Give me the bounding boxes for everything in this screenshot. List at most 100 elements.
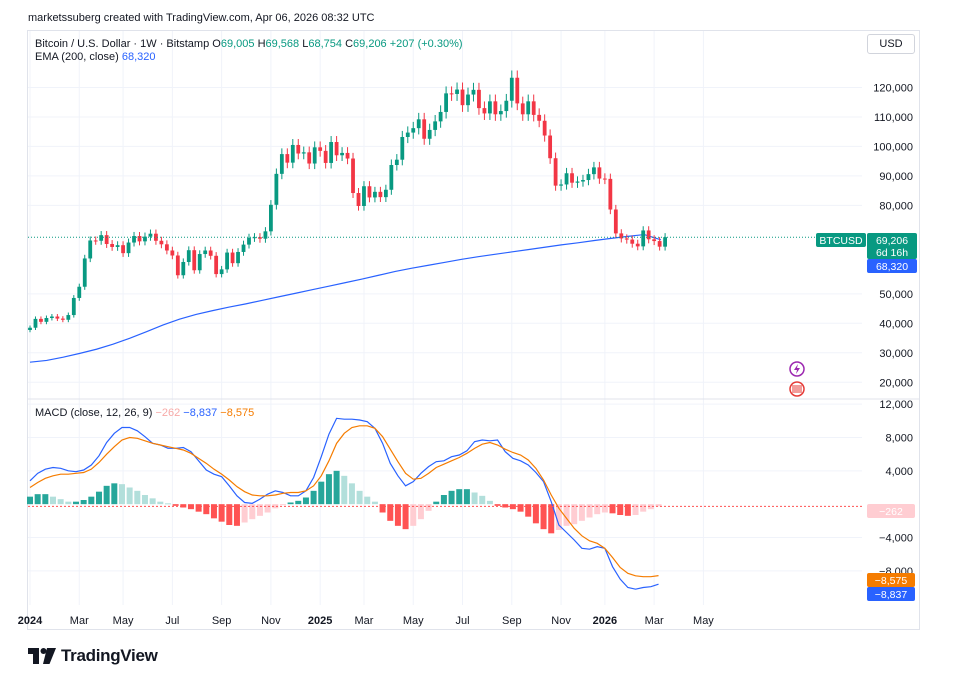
time-tick-label: Jul: [455, 615, 469, 627]
candle-body: [219, 269, 224, 275]
time-tick-label: Mar: [354, 615, 373, 627]
currency-button[interactable]: USD: [867, 34, 915, 54]
lightning-glyph: [794, 364, 800, 374]
candle-body: [504, 100, 509, 112]
candle-body: [33, 318, 38, 328]
macd-tick-label: 12,000: [879, 399, 913, 411]
candle-body: [28, 327, 32, 330]
close-key: C: [345, 38, 354, 50]
time-tick-label: Nov: [551, 615, 571, 627]
open-value: 69,005: [220, 38, 255, 50]
macd-price-label: −8,837: [875, 589, 908, 601]
last-price-label: 69,206: [876, 235, 908, 247]
candle-body: [60, 318, 65, 320]
macd-histogram-bar: [164, 503, 171, 505]
candle-body: [389, 165, 394, 190]
candle-body: [241, 244, 246, 252]
macd-label: MACD (close, 12, 26, 9): [35, 407, 153, 419]
candle-body: [334, 142, 339, 156]
macd-histogram-bar: [555, 504, 562, 530]
candle-body: [449, 93, 454, 95]
candle-body: [121, 245, 125, 254]
macd-histogram-bar: [486, 500, 493, 505]
symbol-tag-bg: [816, 233, 866, 247]
candle-body: [471, 89, 476, 95]
macd-histogram-bar: [417, 504, 424, 520]
candle-body: [460, 89, 465, 106]
candle-body: [635, 243, 640, 247]
candle-body: [400, 137, 405, 160]
macd-histogram-bar: [103, 485, 110, 505]
macd-histogram-bar: [402, 504, 409, 530]
macd-histogram-bar: [387, 504, 394, 521]
candle-body: [351, 158, 355, 194]
time-tick-label: 2026: [593, 615, 617, 627]
chart-frame[interactable]: [27, 30, 920, 630]
candle-body: [312, 147, 317, 164]
price-tick-label: 100,000: [873, 141, 913, 153]
creator-caption: marketssuberg created with TradingView.c…: [28, 12, 375, 24]
candle-body: [592, 167, 596, 175]
macd-histogram-bar: [195, 504, 202, 512]
macd-histogram-bar: [502, 504, 509, 508]
candle-body: [657, 241, 662, 247]
candle-body: [630, 239, 635, 244]
macd-histogram-bar: [647, 504, 654, 510]
ema-200-line: [29, 233, 662, 363]
candle-body: [493, 101, 498, 115]
price-tick-label: 80,000: [879, 200, 913, 212]
price-tick-label: 50,000: [879, 289, 913, 301]
candle-body: [203, 250, 208, 255]
tradingview-logo[interactable]: TradingView: [28, 646, 158, 666]
candle-body: [214, 255, 219, 275]
symbol-legend: Bitcoin / U.S. Dollar · 1W · Bitstamp O6…: [35, 38, 463, 50]
candle-body: [531, 101, 536, 115]
hist-price-label: −262: [879, 506, 903, 518]
candle-body: [602, 178, 607, 180]
macd-histogram-bar: [226, 504, 233, 525]
macd-histogram-bar: [65, 501, 72, 505]
macd-histogram-bar: [157, 501, 164, 505]
candle-body: [274, 173, 279, 205]
macd-histogram-bar: [111, 483, 118, 505]
ema-label: EMA (200, close): [35, 51, 119, 63]
candle-body: [318, 147, 323, 151]
price-tick-label: 120,000: [873, 82, 913, 94]
price-tick-label: 40,000: [879, 318, 913, 330]
macd-tick-label: −4,000: [879, 533, 913, 545]
candle-body: [197, 254, 202, 271]
macd-histogram-bar: [479, 495, 486, 505]
macd-line: [29, 417, 659, 590]
time-tick-label: May: [113, 615, 134, 627]
macd-histogram-bar: [586, 504, 593, 518]
candle-body: [515, 77, 520, 104]
signal-line: [29, 425, 659, 578]
candle-body: [50, 316, 54, 318]
macd-label-bg: [867, 587, 915, 601]
candle-body: [378, 191, 383, 198]
candle-body: [537, 114, 542, 121]
candle-body: [340, 152, 344, 156]
macd-histogram-bar: [640, 504, 647, 512]
candle-body: [148, 233, 153, 237]
candle-body: [466, 94, 470, 106]
macd-histogram-bar: [203, 504, 210, 515]
candle-body: [367, 186, 372, 198]
macd-legend[interactable]: MACD (close, 12, 26, 9) −262 −8,837 −8,5…: [35, 407, 254, 419]
candle-body: [269, 204, 273, 232]
candle-body: [307, 152, 312, 164]
macd-histogram-bar: [279, 504, 286, 506]
macd-histogram-bar: [425, 504, 432, 511]
time-tick-label: 2024: [18, 615, 43, 627]
open-key: O: [212, 38, 221, 50]
us-flag-event-icon[interactable]: [789, 381, 805, 397]
ema-legend[interactable]: EMA (200, close) 68,320: [35, 51, 155, 63]
candle-body: [438, 111, 443, 122]
candle-body: [192, 250, 197, 271]
macd-histogram-bar: [295, 500, 302, 505]
macd-histogram-bar: [356, 490, 363, 505]
candle-body: [115, 245, 120, 247]
macd-histogram-bar: [287, 502, 294, 505]
candle-body: [548, 135, 553, 159]
